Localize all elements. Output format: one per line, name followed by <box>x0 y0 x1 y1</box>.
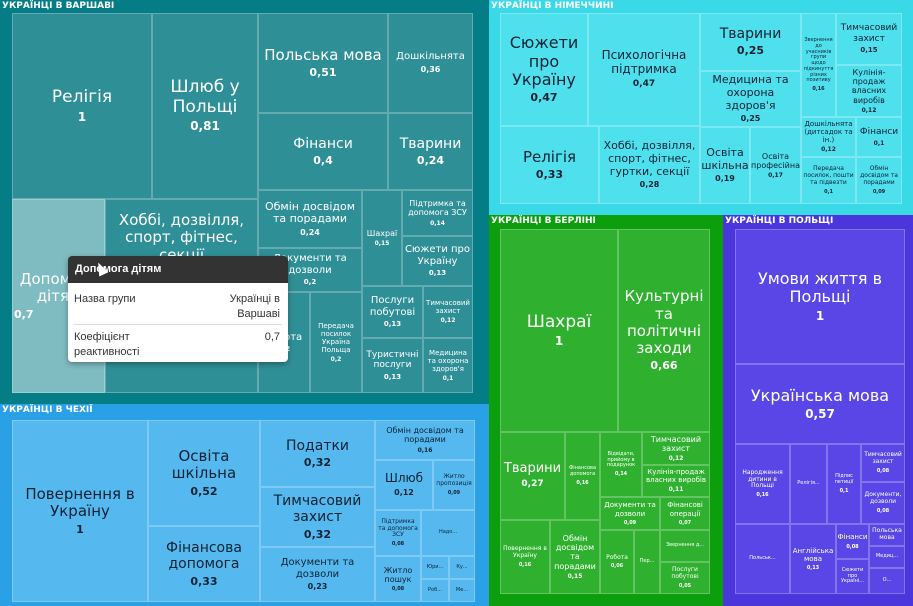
tile-childbirth[interactable]: Народження дитини в Польщі 0,16 <box>735 444 790 524</box>
tile-parcels[interactable]: Передача посилок, пошти та підвезти 0,1 <box>801 157 856 204</box>
tile-professional-education[interactable]: Освіта професійна 0,17 <box>750 127 801 204</box>
tile-small-2[interactable]: Юри... <box>421 556 449 579</box>
tile-housing-offer[interactable]: Житло пропозиція 0,09 <box>433 460 475 510</box>
tile-english-language[interactable]: Англійська мова 0,13 <box>790 524 836 594</box>
tile-medicine[interactable]: Медицина та охорона здоров'я 0,1 <box>423 338 473 393</box>
tile-religion[interactable]: Релігія 0,33 <box>500 126 599 204</box>
tile-ukraine-stories[interactable]: Сюжети про Україну 0,47 <box>500 13 588 126</box>
tile-medicine[interactable]: Медицина та охорона здоров'я 0,25 <box>700 71 801 127</box>
tile-return-ukraine[interactable]: Повернення в Україну 0,16 <box>500 520 550 594</box>
tile-school-education[interactable]: Освіта шкільна 0,52 <box>148 420 260 526</box>
tile-cooking-sales[interactable]: Кулінія-продаж власних виробів 0,11 <box>642 465 710 497</box>
tooltip: Допомога дітям Назва групи Українці в Ва… <box>68 256 288 362</box>
tile-petition[interactable]: Підпис петиції 0,1 <box>827 444 861 524</box>
tooltip-coef-key: Коефіцієнт реактивності <box>74 331 140 358</box>
tile-experience-exchange[interactable]: Обмін досвідом та порадами 0,09 <box>856 157 902 204</box>
tile-parcels[interactable]: Передача посилок Україна Польща 0,2 <box>310 292 362 393</box>
tile-small-1[interactable]: Надо... <box>421 510 475 556</box>
group-title: УКРАЇНЦІ В ВАРШАВІ <box>2 1 115 11</box>
tooltip-divider <box>74 324 282 325</box>
tile-animals[interactable]: Тварини 0,24 <box>388 113 473 190</box>
tile-temporary-protection[interactable]: Тимчасовий захист 0,32 <box>260 487 375 547</box>
tile-ukrainian-language[interactable]: Українська мова 0,57 <box>735 364 905 444</box>
tile-temporary-protection[interactable]: Тимчасовий захист 0,12 <box>423 286 473 338</box>
tile-marriage[interactable]: Шлюб у Польщі 0,81 <box>152 13 258 199</box>
tile-temporary-protection[interactable]: Тимчасовий захист 0,15 <box>836 13 902 65</box>
tile-cooking-sales[interactable]: Кулінія-продаж власних виробів 0,12 <box>836 65 902 117</box>
tile-work[interactable]: Робота 0,06 <box>600 530 634 594</box>
tile-ukraine-stories[interactable]: Сюжети про Україну 0,13 <box>402 236 473 286</box>
tile-experience-exchange[interactable]: Обмін досвідом та порадами 0,15 <box>550 520 600 594</box>
tile-preschool[interactable]: Дошкільнята 0,36 <box>388 13 473 113</box>
tile-household-services[interactable]: Послуги побутові 0,13 <box>362 286 423 338</box>
tile-animals[interactable]: Тварини 0,25 <box>700 13 801 71</box>
tile-finance[interactable]: Фінанси 0,08 <box>836 524 869 559</box>
tile-religion[interactable]: Релігія 1 <box>12 13 152 199</box>
tile-polish-small[interactable]: Польськ... <box>735 524 790 594</box>
tile-temporary-protection[interactable]: Тимчасовий захист 0,12 <box>642 432 710 465</box>
tile-animals[interactable]: Тварини 0,27 <box>500 432 565 520</box>
tile-return-ukraine[interactable]: Повернення в Україну 1 <box>12 420 148 602</box>
group-warsaw: УКРАЇНЦІ В ВАРШАВІ Релігія 1 Шлюб у Поль… <box>0 0 489 404</box>
tile-positive-appeal[interactable]: Звернення до учасників групи щодо підкин… <box>801 13 836 117</box>
tile-appeals[interactable]: Звернення д... <box>660 530 710 562</box>
tile-marriage[interactable]: Шлюб 0,12 <box>375 460 433 510</box>
tile-preschool[interactable]: Дошкільнята (дитсадок та ін.) 0,12 <box>801 117 856 157</box>
tile-documents[interactable]: Документи та дозволи 0,23 <box>260 547 375 602</box>
tile-financial-operations[interactable]: Фінансові операції 0,07 <box>660 497 710 530</box>
tile-zsu-support[interactable]: Підтримка та допомога ЗСУ 0,14 <box>402 190 473 236</box>
tile-household-services[interactable]: Послуги побутові 0,05 <box>660 562 710 594</box>
tile-polish-language[interactable]: Польська мова 0,51 <box>258 13 388 113</box>
tile-documents[interactable]: Документи та дозволи 0,09 <box>600 497 660 530</box>
tile-scams[interactable]: Шахраї 0,15 <box>362 190 402 286</box>
tile-small-5[interactable]: Ме... <box>449 579 475 602</box>
tile-financial-aid[interactable]: Фінансова допомога 0,33 <box>148 526 260 602</box>
group-title: УКРАЇНЦІ В НІМЕЧЧИНІ <box>491 1 614 11</box>
tile-finance[interactable]: Фінанси 0,1 <box>856 117 902 157</box>
tile-psych-support[interactable]: Психологічна підтримка 0,47 <box>588 13 700 126</box>
group-czech: УКРАЇНЦІ В ЧЕХІЇ Повернення в Україну 1 … <box>0 404 489 606</box>
tile-medicine[interactable]: Медиц... <box>869 546 905 568</box>
tile-financial-aid[interactable]: Фінансова допомога 0,16 <box>565 432 600 520</box>
tile-experience-exchange[interactable]: Обмін досвідом та порадами 0,16 <box>375 420 475 460</box>
tooltip-title: Допомога дітям <box>68 256 288 283</box>
tile-scams[interactable]: Шахраї 1 <box>500 229 618 432</box>
tile-polish-language[interactable]: Польська мова <box>869 524 905 546</box>
tile-living-conditions[interactable]: Умови життя в Польщі 1 <box>735 229 905 364</box>
tile-ukraine-stories[interactable]: Сюжети про Україні... <box>836 559 869 594</box>
group-germany: УКРАЇНЦІ В НІМЕЧЧИНІ Сюжети про Україну … <box>489 0 913 215</box>
group-title: УКРАЇНЦІ В ПОЛЬЩІ <box>725 216 834 226</box>
tile-housing-search[interactable]: Житло пошук 0,08 <box>375 556 421 602</box>
tile-experience-exchange[interactable]: Обмін досвідом та порадами 0,24 <box>258 190 362 248</box>
tile-small-4[interactable]: Роб... <box>421 579 449 602</box>
group-berlin: УКРАЇНЦІ В БЕРЛІНІ Шахраї 1 Культурні та… <box>489 215 723 606</box>
tile-taxes[interactable]: Податки 0,32 <box>260 420 375 487</box>
tile-temporary-protection[interactable]: Тимчасовий захист 0,08 <box>861 444 905 482</box>
tile-small-3[interactable]: Ку... <box>449 556 475 579</box>
tile-religion[interactable]: Релігія... <box>790 444 827 524</box>
tile-hobby[interactable]: Хоббі, дозвілля, спорт, фітнес, гуртки, … <box>599 126 700 204</box>
tile-finance[interactable]: Фінанси 0,4 <box>258 113 388 190</box>
tile-gifts[interactable]: Відвідати, прийому в подарунок 0,14 <box>600 432 642 497</box>
tooltip-coef-value: 0,7 <box>264 331 280 343</box>
tile-small-1[interactable]: Пер... <box>634 530 660 594</box>
tile-culture-politics[interactable]: Культурні та політичні заходи 0,66 <box>618 229 710 432</box>
group-poland: УКРАЇНЦІ В ПОЛЬЩІ Умови життя в Польщі 1… <box>723 215 913 606</box>
tile-school-education[interactable]: Освіта шкільна 0,19 <box>700 127 750 204</box>
tile-small-1[interactable]: О... <box>869 568 905 594</box>
tooltip-group-value: Українці в Варшаві <box>229 293 280 320</box>
group-title: УКРАЇНЦІ В БЕРЛІНІ <box>491 216 596 226</box>
tile-documents[interactable]: Документи, дозволи 0,08 <box>861 482 905 524</box>
tile-zsu-support[interactable]: Підтримка та допомога ЗСУ 0,08 <box>375 510 421 556</box>
tile-tourism[interactable]: Туристичні послуги 0,13 <box>362 338 423 393</box>
tooltip-group-key: Назва групи <box>74 293 136 305</box>
group-title: УКРАЇНЦІ В ЧЕХІЇ <box>2 405 93 415</box>
